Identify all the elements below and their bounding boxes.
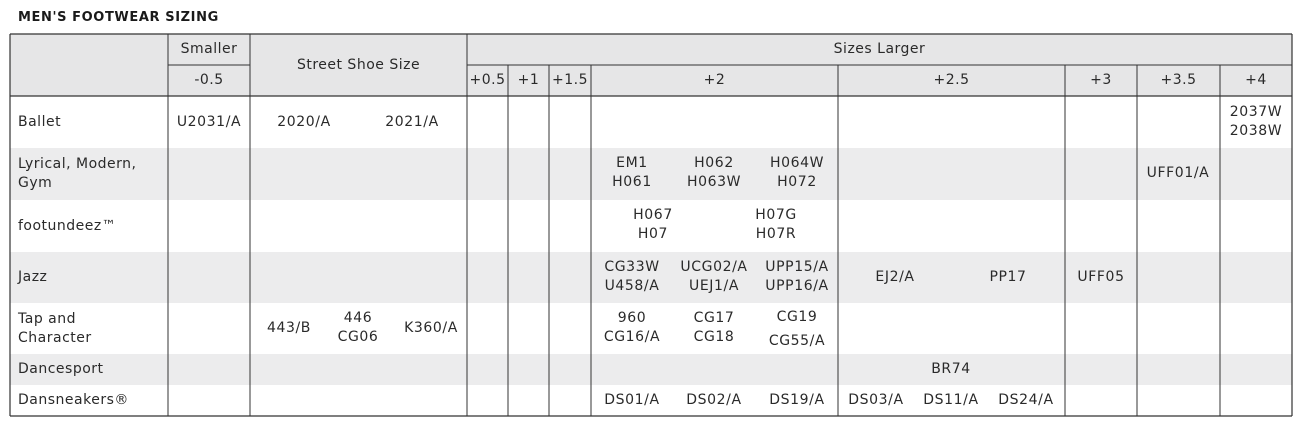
header-smaller: Smaller	[180, 41, 238, 57]
header-col-3: +1.5	[552, 72, 588, 88]
size-code: H07G H07R	[755, 207, 797, 242]
row-label: Jazz	[18, 269, 48, 285]
size-code: CG17 CG18	[693, 310, 735, 345]
size-code: 2037W 2038W	[1229, 104, 1283, 139]
size-code: DS02/A	[686, 391, 742, 408]
row-label: footundeez™	[18, 217, 117, 234]
size-code: DS19/A	[769, 391, 825, 408]
row-label: Dancesport	[18, 361, 104, 377]
size-code: U2031/A	[176, 113, 242, 130]
header-sizes-larger: Sizes Larger	[833, 41, 926, 57]
header-col-1: +0.5	[469, 72, 506, 88]
size-code: DS03/A	[848, 391, 904, 408]
size-code: BR74	[931, 360, 971, 377]
row-label: Ballet	[18, 113, 62, 130]
row-band	[10, 354, 1292, 385]
size-code: 446 CG06	[337, 310, 379, 345]
row-label: Lyrical, Modern, Gym	[18, 156, 137, 191]
size-code: H067 H07	[633, 207, 673, 242]
header-col-0: -0.5	[194, 72, 224, 88]
size-code: CG33W U458/A	[604, 259, 660, 294]
size-code: EM1 H061	[612, 155, 652, 190]
header-col-4: +2	[703, 72, 726, 88]
header-col-6: +3	[1090, 72, 1112, 88]
size-code: H062 H063W	[686, 155, 742, 190]
header-col-5: +2.5	[933, 72, 970, 88]
size-code: UFF05	[1077, 268, 1125, 285]
size-code: UPP15/A UPP16/A	[765, 259, 829, 294]
row-band	[10, 252, 1292, 303]
size-code: K360/A	[404, 319, 458, 336]
header-col-2: +1	[517, 72, 540, 88]
size-code: 443/B	[266, 319, 312, 336]
size-code: UFF01/A	[1146, 164, 1210, 181]
page-title: MEN'S FOOTWEAR SIZING	[18, 10, 219, 25]
size-code: H064W H072	[769, 155, 825, 190]
header-col-7: +3.5	[1160, 72, 1197, 88]
size-code: DS24/A	[998, 391, 1054, 408]
size-code: EJ2/A	[875, 268, 915, 285]
row-band	[10, 148, 1292, 200]
size-code: 960 CG16/A	[603, 310, 661, 345]
row-label: Dansneakers®	[18, 392, 129, 408]
size-code: 2021/A	[385, 113, 439, 130]
row-label: Tap and Character	[18, 310, 92, 346]
header-street-shoe-size: Street Shoe Size	[296, 56, 421, 73]
size-code: CG19 CG55/A	[768, 309, 826, 349]
header-col-8: +4	[1245, 72, 1267, 88]
size-code: 2020/A	[277, 113, 331, 130]
size-code: DS01/A	[604, 391, 660, 408]
size-code: DS11/A	[923, 391, 979, 408]
size-code: UCG02/A UEJ1/A	[680, 259, 748, 294]
size-code: PP17	[989, 268, 1027, 285]
